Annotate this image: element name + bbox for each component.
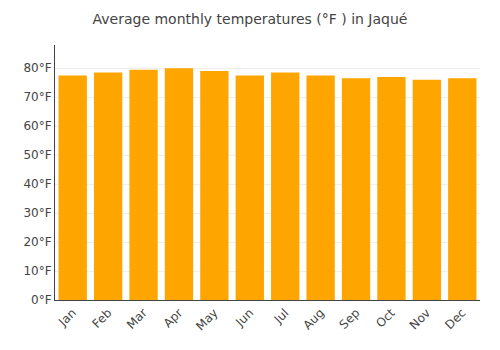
svg-text:50°F: 50°F <box>23 148 51 162</box>
svg-text:80°F: 80°F <box>23 61 51 75</box>
svg-text:10°F: 10°F <box>23 264 51 278</box>
svg-text:70°F: 70°F <box>23 90 51 104</box>
svg-text:Nov: Nov <box>407 306 433 332</box>
svg-text:Jul: Jul <box>271 306 292 327</box>
svg-text:Aug: Aug <box>301 306 327 332</box>
svg-text:Jun: Jun <box>232 306 256 330</box>
svg-text:Feb: Feb <box>90 306 115 331</box>
svg-text:Sep: Sep <box>337 306 363 332</box>
svg-text:Apr: Apr <box>161 306 186 331</box>
svg-text:20°F: 20°F <box>23 235 51 249</box>
svg-text:0°F: 0°F <box>31 293 52 307</box>
svg-text:Jan: Jan <box>55 306 79 330</box>
svg-text:Dec: Dec <box>442 306 468 332</box>
svg-text:Average monthly temperatures (: Average monthly temperatures (°F ) in Ja… <box>93 11 408 27</box>
svg-text:40°F: 40°F <box>23 177 51 191</box>
svg-text:30°F: 30°F <box>23 206 51 220</box>
svg-text:Oct: Oct <box>373 306 398 331</box>
svg-text:May: May <box>193 306 220 333</box>
svg-text:Mar: Mar <box>124 306 150 332</box>
svg-text:60°F: 60°F <box>23 119 51 133</box>
